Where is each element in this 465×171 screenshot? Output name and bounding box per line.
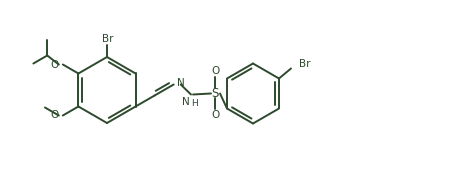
Text: O: O (51, 110, 59, 121)
Text: S: S (211, 87, 219, 100)
Text: N: N (182, 97, 190, 108)
Text: N: N (177, 78, 185, 89)
Text: H: H (191, 99, 197, 108)
Text: O: O (51, 60, 59, 69)
Text: Br: Br (299, 60, 311, 69)
Text: O: O (211, 67, 219, 76)
Text: Br: Br (102, 34, 114, 44)
Text: O: O (211, 110, 219, 121)
